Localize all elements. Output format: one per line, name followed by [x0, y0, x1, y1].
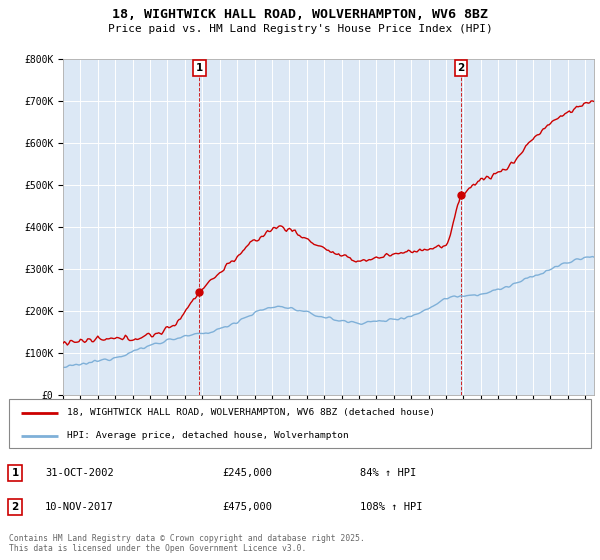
- Text: HPI: Average price, detached house, Wolverhampton: HPI: Average price, detached house, Wolv…: [67, 431, 349, 440]
- Text: 84% ↑ HPI: 84% ↑ HPI: [360, 468, 416, 478]
- Text: 18, WIGHTWICK HALL ROAD, WOLVERHAMPTON, WV6 8BZ (detached house): 18, WIGHTWICK HALL ROAD, WOLVERHAMPTON, …: [67, 408, 435, 417]
- Text: 2: 2: [11, 502, 19, 512]
- Text: £475,000: £475,000: [222, 502, 272, 512]
- Text: 18, WIGHTWICK HALL ROAD, WOLVERHAMPTON, WV6 8BZ: 18, WIGHTWICK HALL ROAD, WOLVERHAMPTON, …: [112, 8, 488, 21]
- Text: Price paid vs. HM Land Registry's House Price Index (HPI): Price paid vs. HM Land Registry's House …: [107, 24, 493, 34]
- Text: 10-NOV-2017: 10-NOV-2017: [45, 502, 114, 512]
- Text: 31-OCT-2002: 31-OCT-2002: [45, 468, 114, 478]
- Text: 108% ↑ HPI: 108% ↑ HPI: [360, 502, 422, 512]
- Text: £245,000: £245,000: [222, 468, 272, 478]
- Text: 1: 1: [196, 63, 203, 73]
- Text: 1: 1: [11, 468, 19, 478]
- Text: Contains HM Land Registry data © Crown copyright and database right 2025.
This d: Contains HM Land Registry data © Crown c…: [9, 534, 365, 553]
- Text: 2: 2: [458, 63, 465, 73]
